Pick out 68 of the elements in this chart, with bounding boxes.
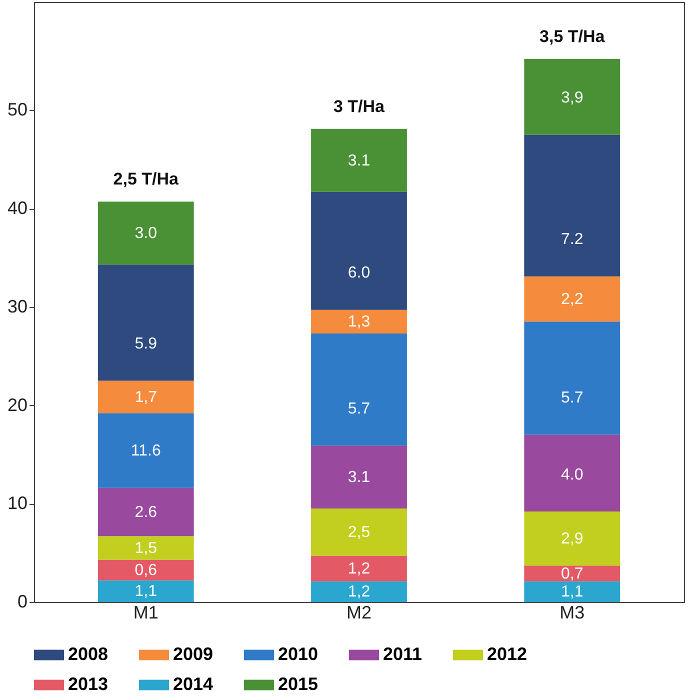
annotation: 2.6 (134, 504, 158, 521)
annotation: 3.0 (134, 225, 158, 242)
bar (311, 446, 407, 509)
bar (311, 333, 407, 446)
bar (311, 508, 407, 556)
y-tick-label: 30 (7, 296, 28, 316)
annotation: 7.2 (560, 231, 584, 248)
bar (311, 128, 407, 192)
legend-label: 2009 (173, 644, 214, 664)
legend-label: 2014 (173, 674, 214, 694)
bar (98, 413, 194, 488)
bar (524, 581, 620, 602)
y-tick-label: 10 (7, 493, 28, 514)
annotation: 1,7 (134, 388, 158, 406)
bar (524, 59, 620, 135)
legend-label: 2012 (487, 644, 528, 664)
bar (524, 512, 620, 566)
legend-label: 2015 (278, 674, 318, 694)
annotation: 2,9 (560, 530, 584, 548)
y-tick-label: 40 (7, 198, 28, 218)
bar (524, 276, 620, 322)
annotation: 3.1 (348, 469, 370, 486)
annotation: 3,9 (560, 90, 584, 107)
annotation: 5.7 (348, 400, 370, 418)
legend-label: 2013 (68, 674, 108, 694)
bar (311, 556, 407, 582)
annotation: 1,5 (134, 540, 158, 557)
bar (524, 322, 620, 435)
annotation: 2,2 (560, 291, 584, 308)
bar (98, 580, 194, 602)
annotation: 1,3 (348, 314, 370, 331)
bar (98, 488, 194, 536)
annotation: 3.1 (348, 152, 370, 170)
y-tick-label: 0 (17, 592, 28, 612)
bar (98, 536, 194, 560)
x-tick-label: M1 (133, 602, 158, 622)
bar (524, 134, 620, 276)
annotation: 3,5 T/Ha (540, 27, 606, 46)
bar (98, 264, 194, 381)
annotation: 1,2 (348, 560, 370, 578)
annotation: 1,1 (560, 584, 584, 601)
annotation: 5.7 (560, 390, 584, 407)
annotation: 0,7 (560, 565, 584, 582)
y-tick-label: 50 (7, 100, 28, 120)
annotation: 1,1 (134, 583, 158, 600)
y-tick-label: 20 (7, 394, 28, 415)
annotation: 2,5 T/Ha (113, 170, 180, 189)
bar (98, 560, 194, 580)
legend-label: 2008 (68, 644, 108, 664)
legend-label: 2010 (278, 644, 318, 664)
bar (98, 202, 194, 265)
annotation: 2,5 (348, 524, 370, 542)
bar (311, 581, 407, 602)
annotation: 3 T/Ha (333, 96, 386, 116)
annotation: 0,6 (134, 562, 158, 580)
bar (524, 434, 620, 512)
bar (98, 380, 194, 414)
annotation: 1,2 (348, 584, 370, 601)
bar (311, 310, 407, 334)
legend-label: 2011 (383, 644, 422, 664)
x-tick-label: M2 (346, 602, 372, 622)
annotation: 6.0 (348, 264, 370, 282)
annotation: 11.6 (130, 442, 161, 460)
annotation: 5.9 (134, 335, 158, 352)
bar (524, 566, 620, 582)
bar (311, 192, 407, 310)
annotation: 4.0 (560, 466, 584, 484)
x-tick-label: M3 (560, 602, 585, 622)
